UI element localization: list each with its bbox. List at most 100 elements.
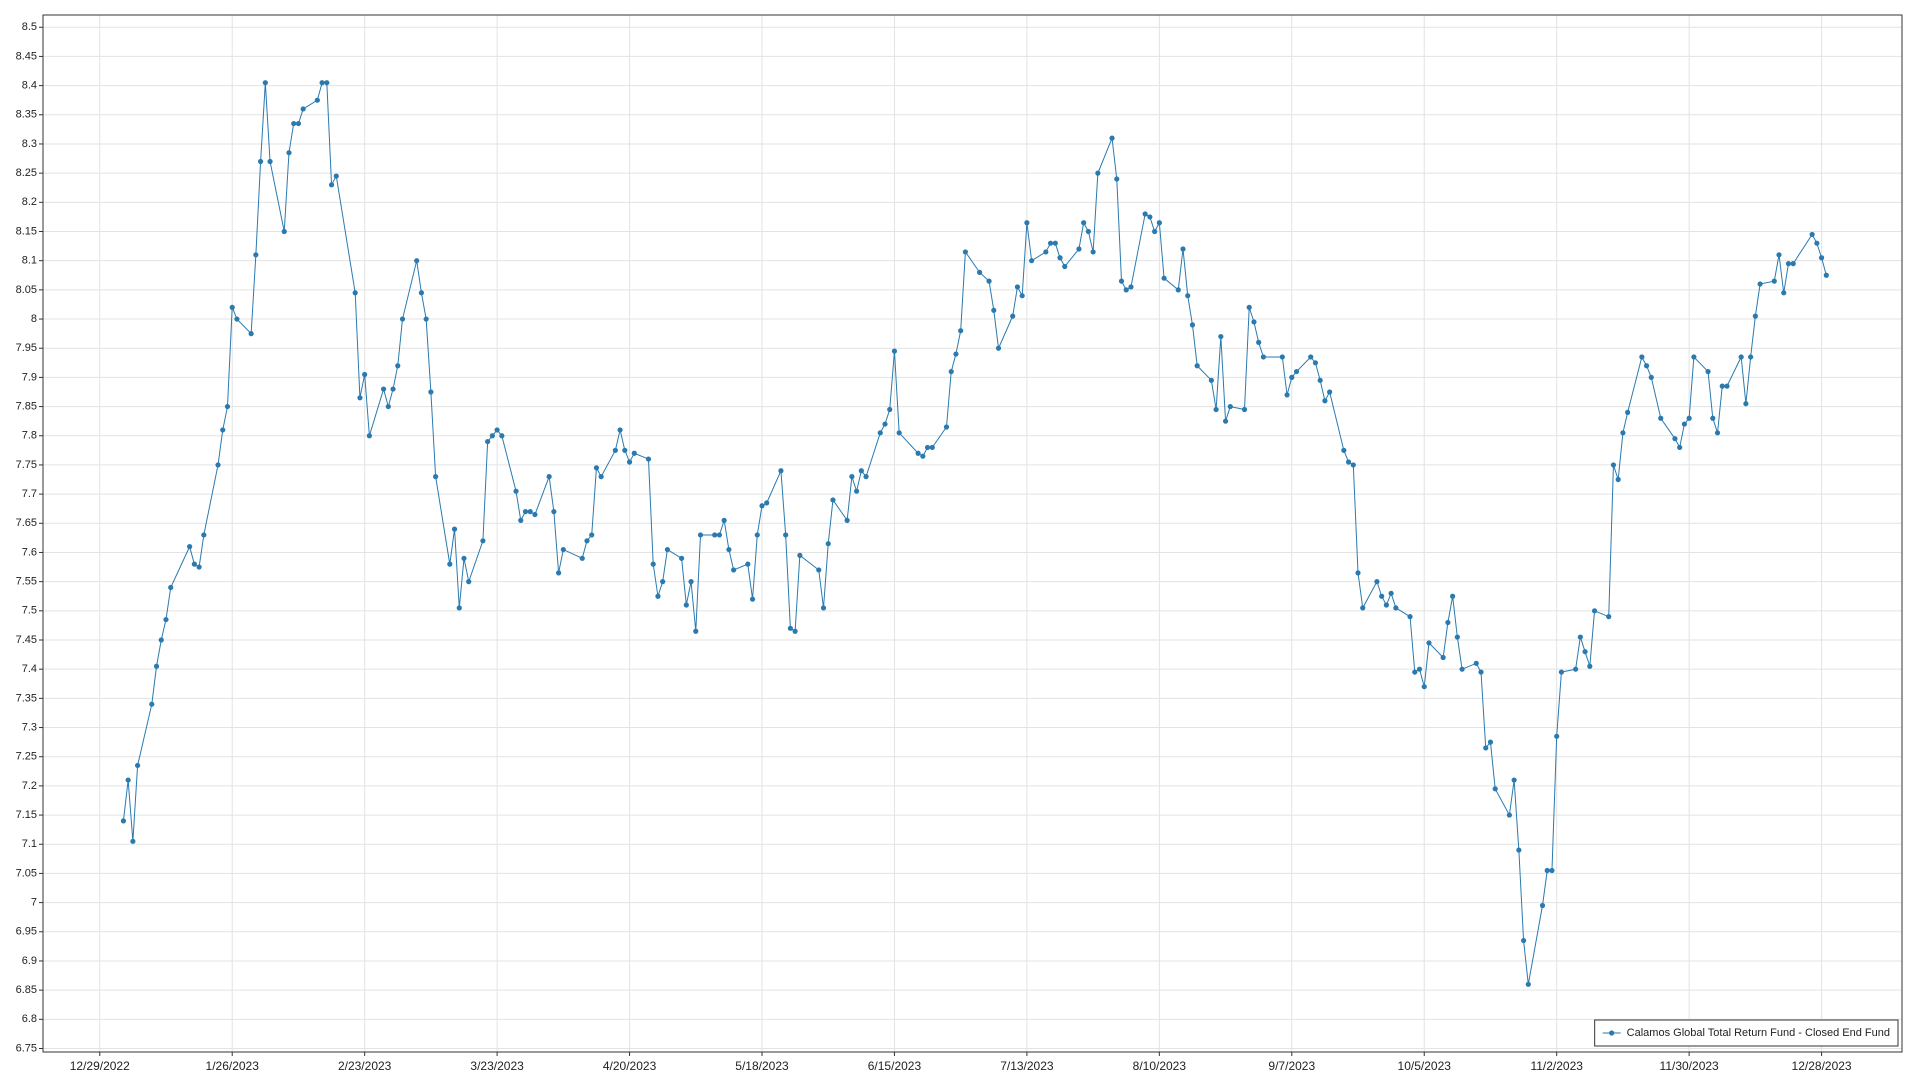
x-tick-label: 12/29/2022 (70, 1059, 130, 1073)
y-tick-label: 8.25 (16, 167, 37, 179)
point (1350, 462, 1356, 468)
point (257, 158, 264, 165)
point (1771, 278, 1777, 284)
point (1128, 284, 1134, 290)
y-tick-label: 7.45 (16, 634, 37, 646)
point (924, 444, 931, 451)
point (626, 459, 633, 465)
y-tick-label: 7.75 (16, 459, 37, 471)
legend-item: Calamos Global Total Return Fund - Close… (1602, 1027, 1890, 1039)
point (1454, 634, 1460, 640)
point (991, 307, 997, 313)
point (1388, 590, 1394, 596)
point (499, 433, 505, 439)
point (1752, 313, 1758, 319)
point (399, 316, 406, 322)
point (745, 561, 751, 567)
point (1227, 403, 1233, 410)
point (1743, 401, 1749, 407)
point (749, 596, 756, 602)
point (253, 252, 259, 258)
point (1440, 654, 1446, 661)
point (551, 509, 557, 515)
y-tick-label: 7.4 (22, 663, 37, 675)
point (324, 80, 330, 86)
point (1591, 608, 1598, 614)
point (314, 97, 320, 103)
point (617, 427, 623, 433)
point (712, 532, 718, 538)
point (1052, 240, 1058, 246)
point (1483, 745, 1489, 751)
point (527, 509, 533, 515)
point (1587, 663, 1593, 669)
point (168, 584, 174, 591)
point (1554, 733, 1560, 739)
point (286, 150, 292, 156)
point (598, 474, 604, 480)
point (451, 526, 458, 532)
point (976, 269, 983, 275)
point (1691, 354, 1697, 360)
point (120, 818, 127, 824)
point (825, 541, 831, 547)
point (1090, 249, 1096, 255)
point (655, 593, 661, 599)
point (187, 544, 193, 550)
point (1383, 602, 1389, 608)
y-tick-label: 7.05 (16, 867, 37, 879)
y-tick-label: 6.8 (22, 1013, 37, 1025)
point (1152, 228, 1158, 235)
legend-marker (1609, 1030, 1615, 1036)
x-tick-label: 2/23/2023 (338, 1059, 392, 1073)
point (1818, 255, 1825, 261)
point (291, 120, 297, 127)
point (915, 450, 921, 456)
point (887, 406, 893, 413)
y-tick-label: 6.9 (22, 955, 37, 967)
point (953, 351, 959, 357)
point (1222, 418, 1229, 424)
point (224, 403, 231, 410)
point (1175, 287, 1181, 293)
point (1648, 374, 1654, 380)
y-tick-label: 8.05 (16, 284, 37, 296)
point (1161, 275, 1167, 281)
point (1757, 281, 1763, 287)
point (764, 500, 770, 506)
point (1781, 290, 1787, 296)
point (489, 433, 495, 439)
point (688, 579, 694, 585)
point (461, 555, 467, 561)
point (1251, 319, 1257, 325)
y-tick-label: 7.15 (16, 809, 37, 821)
point (1705, 368, 1711, 375)
point (1322, 398, 1328, 404)
point (135, 762, 141, 769)
point (385, 403, 391, 410)
point (1459, 666, 1465, 672)
point (1180, 246, 1186, 252)
plot-frame (42, 14, 1903, 1053)
point (414, 258, 420, 264)
point (962, 249, 969, 255)
point (1724, 383, 1730, 389)
point (1076, 246, 1082, 252)
point (650, 561, 656, 567)
point (958, 328, 964, 334)
point (1189, 322, 1196, 328)
point (726, 546, 732, 553)
x-tick-label: 10/5/2023 (1398, 1059, 1452, 1073)
point (456, 605, 462, 611)
point (854, 488, 860, 494)
point (466, 579, 472, 585)
point (163, 616, 169, 623)
point (149, 701, 155, 707)
y-tick-label: 7.95 (16, 342, 37, 354)
y-tick-label: 7.55 (16, 576, 37, 588)
point (1185, 293, 1191, 299)
point (1308, 354, 1314, 360)
x-tick-label: 1/26/2023 (206, 1059, 260, 1073)
point (1421, 684, 1427, 690)
point (1241, 406, 1248, 413)
